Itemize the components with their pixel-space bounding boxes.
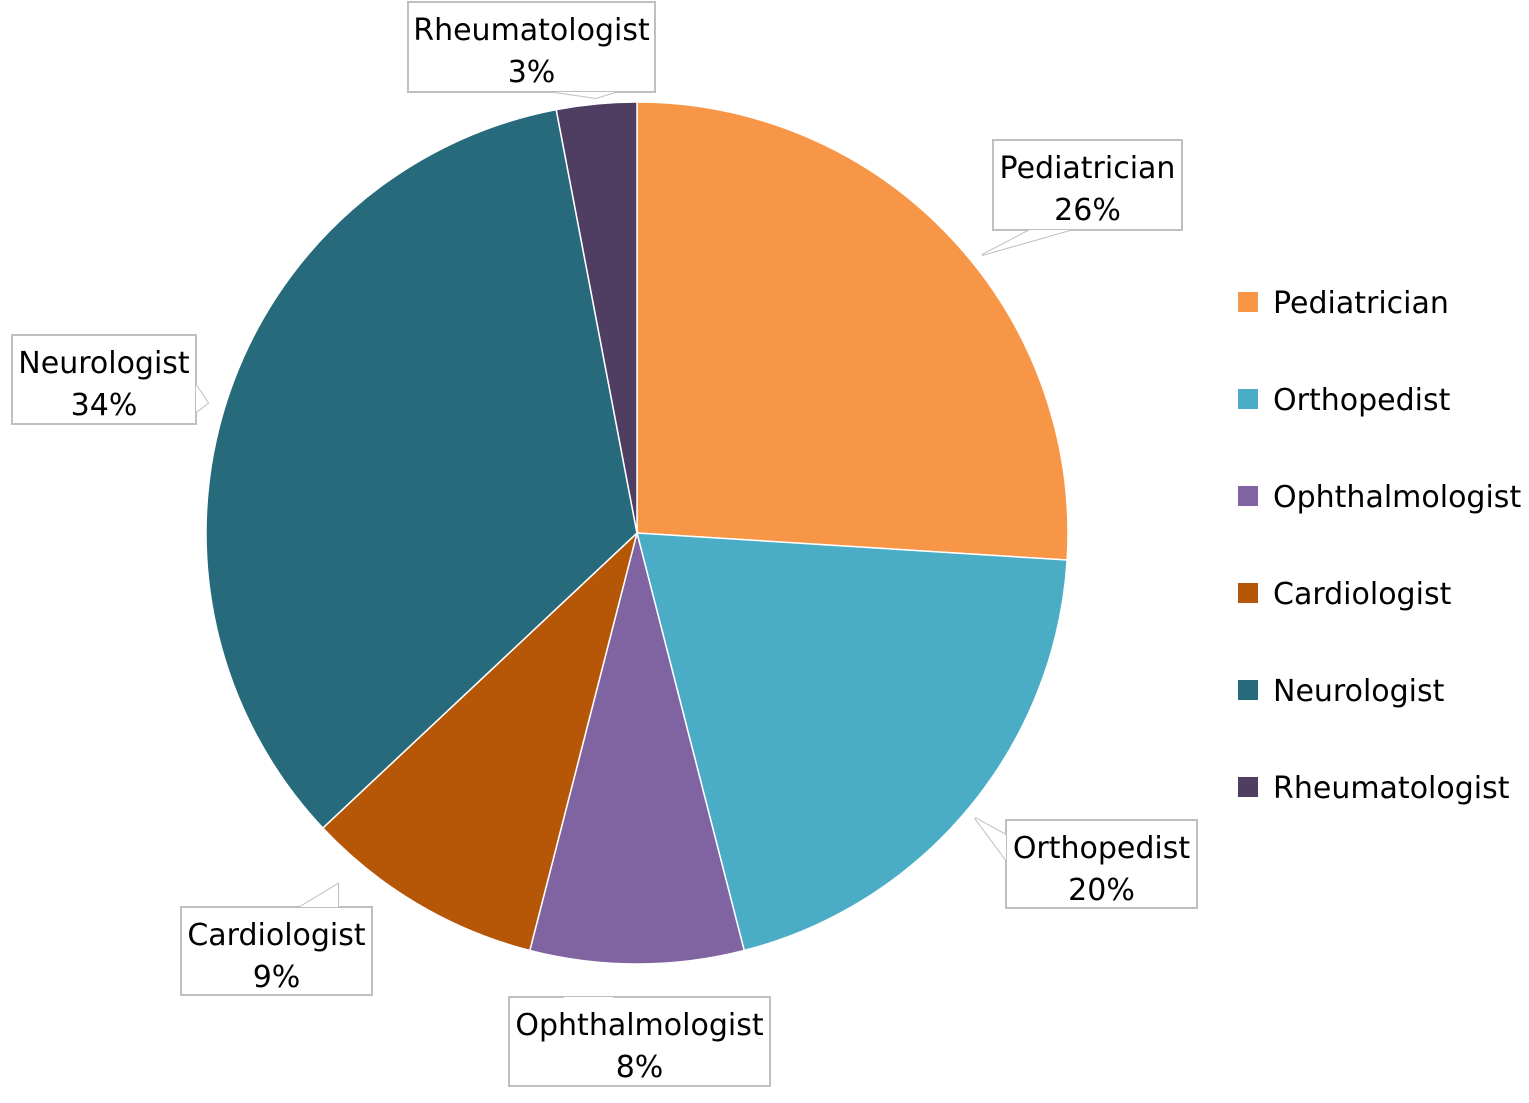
legend-label: Orthopedist xyxy=(1273,383,1451,418)
data-label-value: 26% xyxy=(1054,193,1121,228)
legend-label: Ophthalmologist xyxy=(1273,480,1521,515)
callout-neurologist: Neurologist 34% xyxy=(11,334,210,425)
data-label-name: Orthopedist xyxy=(1013,831,1191,866)
data-label-name: Neurologist xyxy=(18,346,190,381)
legend-item-neurologist: Neurologist xyxy=(1238,674,1445,709)
legend-label: Rheumatologist xyxy=(1273,771,1510,806)
data-label-name: Cardiologist xyxy=(187,918,366,953)
legend-swatch xyxy=(1238,583,1258,603)
callout-ophthalmologist: Ophthalmologist 8% xyxy=(508,996,771,1087)
legend-label: Neurologist xyxy=(1273,674,1445,709)
pie-slice-cardiologist xyxy=(321,530,639,952)
pie-slice-ophthalmologist xyxy=(528,532,746,965)
callout-box xyxy=(992,139,1183,231)
callout-pointer-fill xyxy=(555,92,615,98)
legend: Pediatrician Orthopedist Ophthalmologist Ca… xyxy=(1238,286,1521,806)
data-label-value: 8% xyxy=(616,1050,664,1085)
callout-orthopedist: Orthopedist 20% xyxy=(974,817,1198,909)
pie-slice-rheumatologist xyxy=(555,101,638,534)
legend-label: Cardiologist xyxy=(1273,577,1452,612)
legend-swatch xyxy=(1238,680,1258,700)
callout-pointer-fill xyxy=(975,818,1006,860)
slices-layer xyxy=(205,101,1069,965)
legend-item-ophthalmologist: Ophthalmologist xyxy=(1238,480,1521,515)
callout-pointer-fill xyxy=(196,385,208,412)
legend-item-rheumatologist: Rheumatologist xyxy=(1238,771,1510,806)
callout-rheumatologist: Rheumatologist 3% xyxy=(407,1,656,100)
callout-pointer-fill xyxy=(300,884,338,907)
data-label-name: Pediatrician xyxy=(1000,151,1176,186)
data-label-value: 20% xyxy=(1068,873,1135,908)
legend-item-cardiologist: Cardiologist xyxy=(1238,577,1452,612)
callout-pointer-fill xyxy=(520,997,615,1022)
data-label-value: 3% xyxy=(508,55,556,90)
data-label-value: 34% xyxy=(71,388,138,423)
callout-box xyxy=(407,1,656,93)
callout-cardiologist: Cardiologist 9% xyxy=(180,882,373,996)
legend-swatch xyxy=(1238,292,1258,312)
legend-swatch xyxy=(1238,486,1258,506)
callout-box xyxy=(180,906,373,996)
data-label-name: Rheumatologist xyxy=(413,13,650,48)
callouts-layer: Pediatrician 26% Orthopedist 20% Ophthalmolo… xyxy=(11,1,1198,1087)
legend-label: Pediatrician xyxy=(1273,286,1449,321)
legend-item-orthopedist: Orthopedist xyxy=(1238,383,1451,418)
pie-slice-neurologist xyxy=(205,108,638,830)
data-label-name: Ophthalmologist xyxy=(515,1008,763,1043)
callout-box xyxy=(11,334,197,425)
data-label-value: 9% xyxy=(253,960,301,995)
pie-slice-pediatrician xyxy=(636,101,1069,561)
callout-box xyxy=(1005,819,1198,909)
legend-swatch xyxy=(1238,389,1258,409)
legend-item-pediatrician: Pediatrician xyxy=(1238,286,1449,321)
callout-pointer-fill xyxy=(982,230,1070,255)
legend-swatch xyxy=(1238,777,1258,797)
pie-slice-orthopedist xyxy=(636,532,1068,952)
callout-pediatrician: Pediatrician 26% xyxy=(981,139,1183,256)
